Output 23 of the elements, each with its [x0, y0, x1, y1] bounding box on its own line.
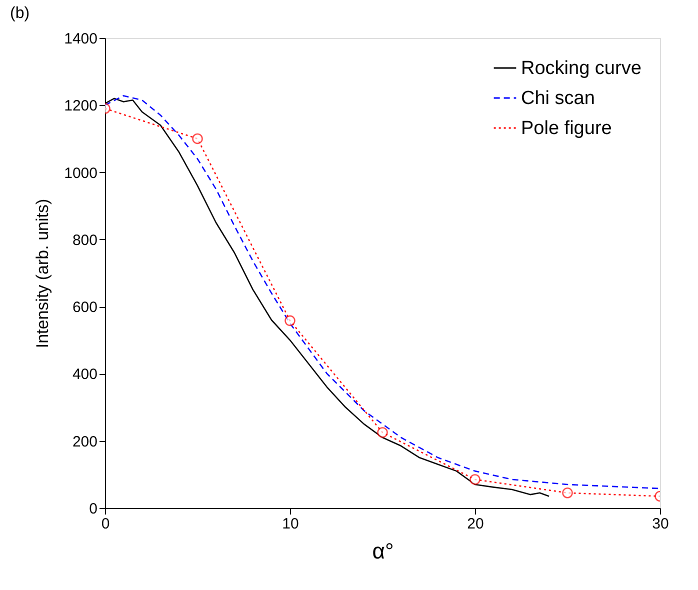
x-tick-label: 0 [101, 516, 110, 532]
point [470, 474, 480, 485]
y-tick-label: 800 [72, 232, 98, 249]
x-tick-label: 20 [467, 516, 484, 532]
legend-label: Pole figure [521, 118, 612, 139]
chart-title: (b) [10, 5, 30, 22]
legend-label: Chi scan [521, 88, 595, 109]
legend-label: Rocking curve [521, 58, 642, 79]
y-tick-label: 0 [89, 500, 98, 518]
x-axis-title: α° [372, 538, 394, 564]
y-tick-label: 200 [72, 433, 98, 450]
y-axis-title: Intensity (arb. units) [33, 198, 52, 348]
x-tick-label: 10 [282, 516, 299, 532]
point [562, 488, 573, 498]
point [377, 427, 388, 438]
y-tick-label: 1200 [64, 98, 98, 115]
point [284, 315, 296, 326]
y-tick-label: 400 [72, 366, 98, 384]
point [192, 133, 203, 144]
y-tick-label: 1400 [64, 30, 98, 48]
y-tick-label: 600 [72, 299, 98, 316]
x-tick-label: 30 [652, 516, 669, 532]
y-tick-label: 1000 [64, 164, 98, 182]
